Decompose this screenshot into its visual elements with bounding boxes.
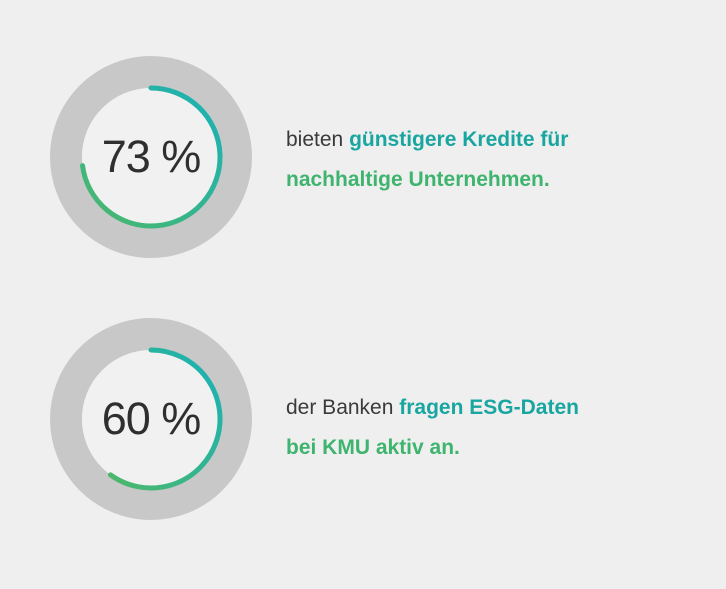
- gauge-progress-arc: [107, 347, 223, 491]
- caption-highlight-text: günstigere Kredite für: [349, 128, 569, 151]
- gauge-value-label: 60 %: [101, 393, 202, 444]
- stat-caption: der Banken fragen ESG-Daten bei KMU akti…: [286, 388, 686, 468]
- gauge-inner: [82, 88, 220, 226]
- caption-highlight-text-2: bei KMU aktiv an.: [286, 436, 460, 459]
- gauge-svg: [50, 318, 252, 520]
- caption-line-2: nachhaltige Unternehmen.: [286, 160, 686, 200]
- gauge-progress-arc: [80, 85, 223, 229]
- caption-line-2: bei KMU aktiv an.: [286, 428, 686, 468]
- caption-highlight-text: fragen ESG-Daten: [399, 396, 579, 419]
- gauge-inner: [82, 350, 220, 488]
- caption-plain-text: der Banken: [286, 396, 400, 419]
- progress-gauge: 60 %: [50, 318, 252, 520]
- caption-plain-text: bieten: [286, 128, 350, 151]
- gauge-track: [50, 318, 252, 520]
- gauge-value-label: 73 %: [101, 131, 202, 182]
- gauge-svg: [50, 56, 252, 258]
- stat-caption: bieten günstigere Kredite für nachhaltig…: [286, 120, 686, 200]
- progress-gauge: 73 %: [50, 56, 252, 258]
- gauge-track: [50, 56, 252, 258]
- caption-line-1: der Banken fragen ESG-Daten: [286, 388, 686, 428]
- caption-highlight-text-2: nachhaltige Unternehmen.: [286, 168, 550, 191]
- caption-line-1: bieten günstigere Kredite für: [286, 120, 686, 160]
